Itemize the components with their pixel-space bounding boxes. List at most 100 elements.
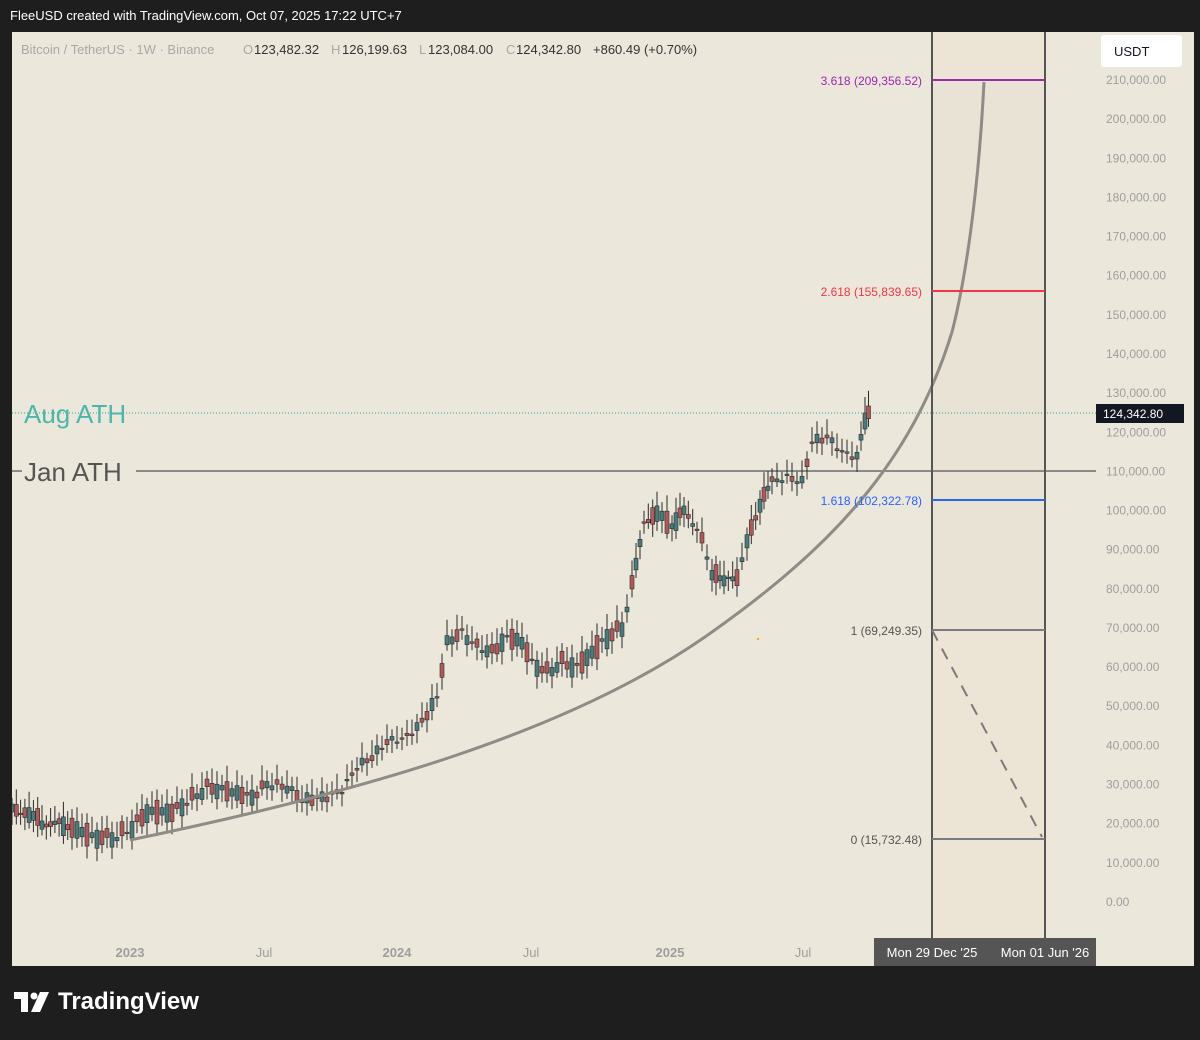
candlestick-series[interactable] [12, 390, 871, 862]
candle-body [99, 830, 105, 845]
candle-body [449, 636, 455, 645]
price-axis-label: 210,000.00 [1106, 73, 1166, 87]
candle-body [459, 628, 465, 631]
candle-body [650, 507, 656, 525]
candle-body [214, 783, 220, 800]
candle-body [274, 779, 280, 785]
candle-body [734, 569, 740, 586]
candle-body [609, 628, 615, 642]
candle-body [779, 480, 785, 483]
fib-label-2618: 2.618 (155,839.65) [821, 285, 922, 299]
candle-body [12, 803, 15, 813]
candle-body [204, 778, 210, 787]
candle-body [119, 821, 125, 837]
price-axis-label: 90,000.00 [1106, 543, 1160, 557]
candle-body [544, 661, 550, 674]
candle-body [429, 697, 435, 711]
price-axis-label: 180,000.00 [1106, 190, 1166, 204]
candle-body [809, 441, 815, 444]
jan-ath-label[interactable]: Jan ATH [24, 457, 122, 487]
high-label: H [331, 42, 340, 57]
candle-body [489, 644, 495, 654]
time-scale-canvas[interactable]: 2023 Jul 2024 Jul 2025 Jul Mon 29 Dec '2… [12, 938, 1096, 966]
candle-body [633, 557, 639, 571]
candle-body [761, 487, 767, 502]
candle-body [725, 576, 731, 579]
candle-body [194, 793, 200, 799]
candle-body [704, 556, 710, 560]
candle-body [534, 659, 540, 677]
candle-body [529, 658, 535, 661]
symbol-legend[interactable]: Bitcoin / TetherUS · 1W · Binance [21, 42, 214, 57]
corner-fill [1096, 938, 1194, 966]
candle-body [721, 575, 727, 587]
time-label-2025: 2025 [656, 945, 685, 960]
candle-body [404, 732, 410, 736]
parabolic-curve[interactable] [129, 81, 986, 842]
current-price-badge [1096, 404, 1184, 423]
candle-body [619, 622, 625, 637]
price-axis-label: 190,000.00 [1106, 151, 1166, 165]
candle-body [464, 635, 470, 645]
candle-body [765, 485, 771, 491]
candle-body [259, 780, 265, 790]
candle-body [504, 635, 510, 638]
candle-body [384, 739, 390, 745]
tradingview-logo-text: TradingView [58, 988, 199, 1015]
tradingview-logo[interactable]: TradingView [14, 988, 199, 1016]
price-axis-label: 0.00 [1106, 895, 1130, 909]
fib-trend-line[interactable] [931, 629, 1043, 838]
candle-body [624, 606, 630, 613]
candle-body [744, 534, 750, 549]
candle-body [599, 638, 605, 642]
chart-canvas[interactable]: Bitcoin / TetherUS · 1W · Binance O 123,… [12, 32, 1096, 938]
candle-body [94, 829, 100, 849]
tradingview-logo-icon [14, 992, 49, 1012]
candle-body [56, 818, 62, 824]
fib-label-3618: 3.618 (209,356.52) [821, 74, 922, 88]
candle-body [774, 478, 780, 483]
candle-body [685, 514, 691, 519]
candle-body [369, 755, 375, 761]
candle-body [154, 799, 160, 825]
candle-body [13, 804, 19, 817]
aug-ath-label[interactable]: Aug ATH [24, 399, 126, 429]
price-axis-label: 80,000.00 [1106, 582, 1160, 596]
candle-body [474, 638, 480, 648]
candle-body [699, 532, 705, 544]
candle-body [664, 510, 670, 534]
price-axis-label: 60,000.00 [1106, 660, 1160, 674]
candle-body [814, 433, 820, 444]
candle-body [677, 507, 683, 518]
candle-body [84, 822, 90, 847]
price-axis-label: 100,000.00 [1106, 504, 1166, 518]
price-axis-label: 150,000.00 [1106, 308, 1166, 322]
candle-body [769, 476, 775, 482]
candle-body [748, 519, 754, 536]
currency-button[interactable] [1101, 35, 1182, 67]
candle-body [730, 576, 736, 582]
price-axis-label: 130,000.00 [1106, 386, 1166, 400]
candle-body [637, 538, 643, 547]
candle-body [65, 824, 71, 830]
candle-body [179, 798, 185, 817]
candle-body [129, 821, 135, 839]
price-scale-canvas[interactable]: USDT 210,000.00 200,000.00 190,000.00 180,0… [1096, 32, 1194, 938]
chart-pane[interactable]: Bitcoin / TetherUS · 1W · Binance O 123,… [12, 32, 1096, 938]
candle-body [494, 643, 500, 655]
candle-body [89, 832, 95, 838]
candle-body [43, 823, 49, 828]
candle-body [109, 832, 115, 848]
time-scale[interactable]: 2023 Jul 2024 Jul 2025 Jul Mon 29 Dec '2… [12, 938, 1096, 966]
candle-body [794, 481, 800, 484]
low-label: L [419, 42, 426, 57]
candle-body [269, 785, 275, 791]
candle-body [359, 757, 365, 766]
close-value: 124,342.80 [516, 42, 581, 57]
candle-body [559, 650, 565, 664]
candle-body [409, 733, 415, 737]
price-scale[interactable]: USDT 210,000.00 200,000.00 190,000.00 180,0… [1096, 32, 1194, 938]
candle-body [74, 821, 80, 839]
candle-body [114, 837, 120, 842]
candle-body [224, 781, 230, 802]
